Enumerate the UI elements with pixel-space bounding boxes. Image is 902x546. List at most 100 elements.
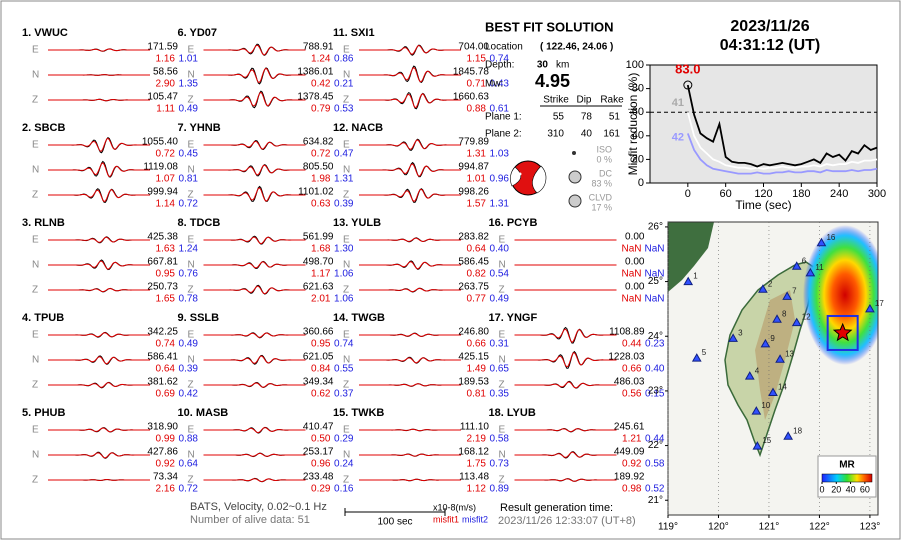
misfit2: 0.35 bbox=[490, 389, 510, 400]
synthetic-trace bbox=[359, 66, 461, 83]
synthetic-trace bbox=[48, 98, 150, 102]
amplitude: 73.34 bbox=[153, 472, 178, 483]
station-name: 10. MASB bbox=[178, 407, 229, 419]
misfit1: 0.62 bbox=[311, 389, 331, 400]
component: N bbox=[32, 355, 39, 366]
misfit2: 0.65 bbox=[490, 364, 510, 375]
station-name: 2. SBCB bbox=[22, 122, 65, 134]
misfit1: 0.63 bbox=[311, 199, 331, 210]
station-marker bbox=[758, 284, 768, 293]
component: N bbox=[343, 355, 350, 366]
component: N bbox=[343, 450, 350, 461]
station-marker bbox=[775, 354, 785, 363]
misfit1: 0.71 bbox=[467, 79, 487, 90]
station-name: 6. YD07 bbox=[178, 27, 218, 39]
misfit2: 0.16 bbox=[334, 484, 354, 495]
annotation: 41 bbox=[672, 97, 684, 109]
synthetic-trace bbox=[203, 427, 306, 434]
colorbar-tick-label: 20 bbox=[831, 484, 841, 494]
component-name: ISO bbox=[596, 144, 612, 154]
misfit-line bbox=[686, 84, 878, 168]
synthetic-trace bbox=[48, 260, 150, 270]
amplitude: 994.87 bbox=[458, 162, 489, 173]
misfit1: 2.16 bbox=[156, 484, 176, 495]
misfit2: 0.61 bbox=[490, 104, 510, 115]
component: E bbox=[188, 330, 195, 341]
map-y-tick-label: 24° bbox=[648, 331, 663, 342]
misfit1: 1.57 bbox=[467, 199, 487, 210]
component: N bbox=[32, 165, 39, 176]
misfit1: 1.01 bbox=[467, 174, 487, 185]
amplitude: 1119.08 bbox=[143, 162, 178, 173]
amplitude: 105.47 bbox=[147, 92, 178, 103]
solution-title: BEST FIT SOLUTION bbox=[485, 19, 614, 34]
misfit2: 0.88 bbox=[179, 434, 199, 445]
synthetic-trace bbox=[48, 236, 150, 243]
observed-trace bbox=[203, 185, 306, 202]
amplitude: 999.94 bbox=[147, 187, 178, 198]
plane-value: 40 bbox=[581, 129, 593, 140]
colorbar bbox=[821, 473, 873, 483]
misfit1: 0.95 bbox=[156, 269, 176, 280]
misfit2: 0.40 bbox=[490, 244, 510, 255]
synthetic-trace bbox=[48, 452, 150, 459]
component: Z bbox=[32, 475, 38, 486]
map-frame bbox=[667, 221, 879, 516]
misfit2: 0.43 bbox=[490, 79, 510, 90]
plane-label: Plane 1: bbox=[485, 112, 522, 123]
amplitude: 634.82 bbox=[303, 137, 334, 148]
misfit1: 0.69 bbox=[156, 389, 176, 400]
synthetic-trace bbox=[359, 478, 461, 482]
misfit1: 1.98 bbox=[311, 174, 331, 185]
misfit1: 1.15 bbox=[467, 54, 487, 65]
misfit1: 0.92 bbox=[156, 459, 176, 470]
amplitude: 1055.40 bbox=[142, 137, 179, 148]
misfit1: 1.21 bbox=[622, 434, 642, 445]
misfit1: 1.31 bbox=[467, 149, 487, 160]
map-y-tick-label: 23° bbox=[648, 386, 663, 397]
amplitude: 250.73 bbox=[147, 282, 178, 293]
synthetic-trace bbox=[48, 427, 150, 433]
station-number: 14 bbox=[778, 383, 787, 392]
y-tick-label: 0 bbox=[638, 177, 644, 189]
misfit2: 1.35 bbox=[179, 79, 199, 90]
misfit1: 0.98 bbox=[622, 484, 642, 495]
misfit2: 1.31 bbox=[490, 199, 510, 210]
misfit2: 0.64 bbox=[179, 459, 199, 470]
depth: 30 bbox=[537, 60, 549, 71]
misfit2: NaN bbox=[644, 294, 664, 305]
misfit2: 0.81 bbox=[179, 174, 199, 185]
amplitude: 0.00 bbox=[625, 257, 645, 268]
misfit2: 0.74 bbox=[490, 54, 510, 65]
amplitude: 233.48 bbox=[303, 472, 334, 483]
plane-value: 161 bbox=[603, 129, 620, 140]
y-axis-label: Misfit reduction (%) bbox=[626, 73, 640, 176]
misfit2: 0.55 bbox=[334, 364, 354, 375]
amplitude: 998.26 bbox=[458, 187, 489, 198]
component: Z bbox=[343, 285, 349, 296]
y-tick-label: 60 bbox=[632, 106, 644, 118]
mw: 4.95 bbox=[535, 71, 570, 91]
misfit1: 0.79 bbox=[311, 104, 331, 115]
amplitude: 283.82 bbox=[458, 232, 489, 243]
synthetic-trace bbox=[48, 288, 150, 293]
x-tick-label: 180 bbox=[792, 188, 810, 200]
synthetic-trace bbox=[48, 382, 150, 388]
misfit1: 0.72 bbox=[311, 149, 331, 160]
station-marker bbox=[768, 387, 778, 397]
synthetic-trace bbox=[203, 332, 306, 338]
amplitude: 111.10 bbox=[460, 422, 490, 433]
station-number: 8 bbox=[782, 309, 787, 318]
misfit2: 0.29 bbox=[334, 434, 354, 445]
station-number: 5 bbox=[702, 348, 707, 357]
amplitude: 246.80 bbox=[458, 327, 489, 338]
synthetic-trace bbox=[203, 382, 306, 388]
synthetic-trace bbox=[203, 67, 306, 83]
station-number: 16 bbox=[826, 233, 835, 242]
misfit2: 1.24 bbox=[179, 244, 199, 255]
component: E bbox=[32, 330, 39, 341]
misfit1: 0.66 bbox=[467, 339, 487, 350]
amplitude: 486.03 bbox=[614, 377, 645, 388]
colorbar-tick-label: 0 bbox=[819, 484, 824, 494]
misfit1: 2.90 bbox=[156, 79, 176, 90]
